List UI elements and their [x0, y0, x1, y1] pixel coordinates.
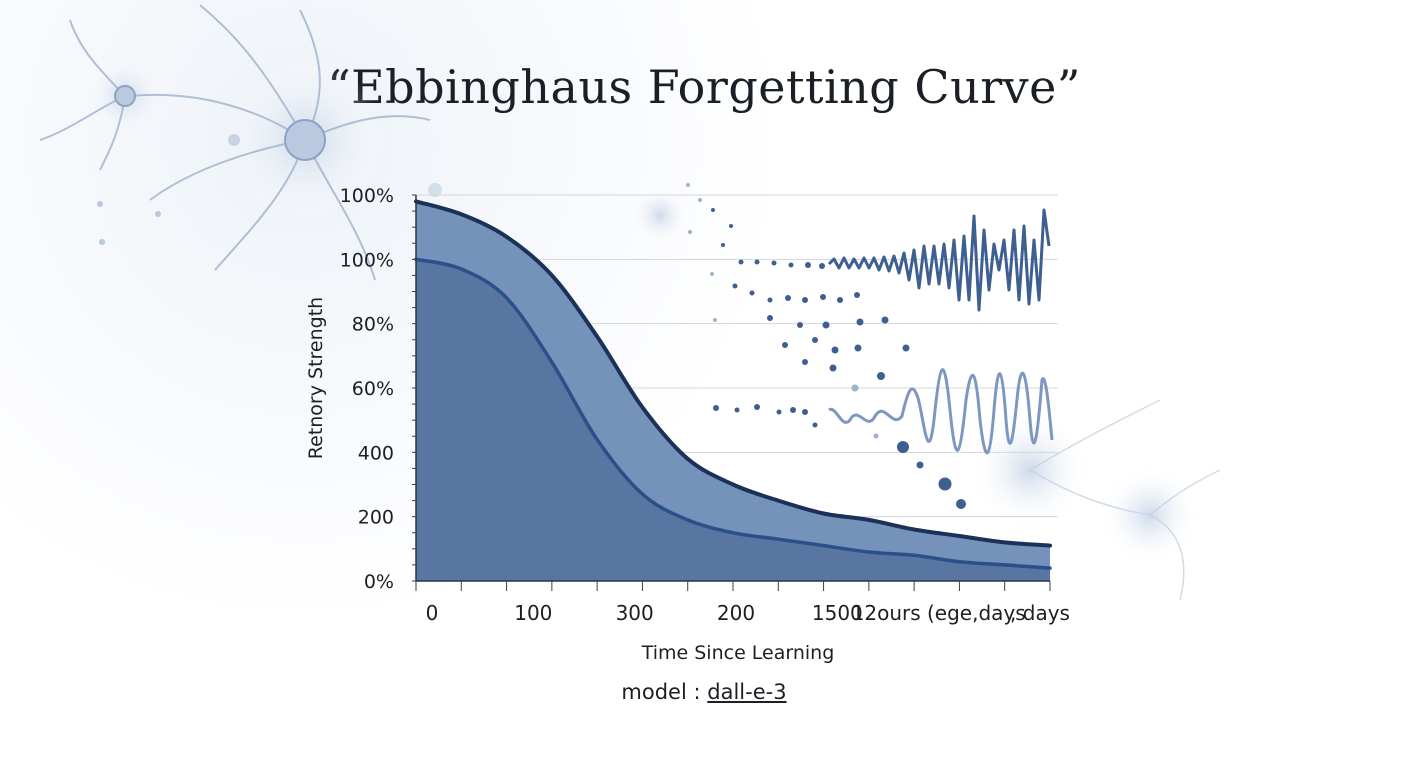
model-caption-value: dall-e-3	[707, 680, 787, 704]
x-tick-label: 100	[514, 601, 552, 625]
y-tick-label: 400	[358, 442, 394, 464]
x-tick-label: , days	[1010, 601, 1070, 625]
wave-decoration	[686, 183, 1054, 509]
y-axis-label: Retnory Strength	[305, 297, 327, 459]
neuron-illustration	[39, 4, 1221, 601]
x-tick-label: 300	[616, 601, 654, 625]
x-tick-label: 1500	[812, 601, 863, 625]
curve-areas	[416, 201, 1050, 581]
x-axis-label: Time Since Learning	[641, 642, 835, 664]
chart-title: “Ebbinghaus Forgetting Curve”	[327, 60, 1081, 114]
model-caption: model : dall-e-3	[0, 680, 1408, 704]
y-tick-label: 80%	[352, 314, 394, 336]
model-caption-prefix: model :	[621, 680, 708, 704]
y-tick-label: 0%	[364, 571, 394, 593]
y-tick-label: 100%	[340, 249, 394, 271]
inner-curve-area	[416, 259, 1050, 581]
outer-curve-line	[414, 199, 1052, 548]
y-tick-label: 200	[358, 507, 394, 529]
y-tick-label: 100%	[340, 185, 394, 207]
inner-curve-line	[414, 257, 1052, 570]
x-tick-label: 0	[426, 601, 439, 625]
x-tick-label: 12ours (ege,days	[852, 601, 1026, 625]
y-tick-label: 60%	[352, 378, 394, 400]
x-tick-label: 200	[717, 601, 755, 625]
y-axis-ticks: 0% 200 400 60% 80% 100% 100%	[340, 185, 416, 593]
